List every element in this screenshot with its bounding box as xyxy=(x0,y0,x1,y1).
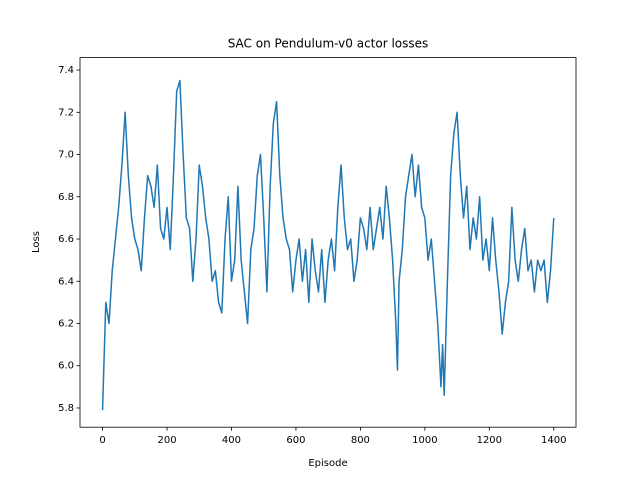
data-line xyxy=(101,79,555,411)
x-tick-label: 1400 xyxy=(541,435,566,446)
axes-frame xyxy=(79,57,577,428)
y-tick-label: 6.8 xyxy=(58,192,74,203)
y-tick-label: 6.2 xyxy=(58,319,74,330)
y-tick-label: 6.6 xyxy=(58,234,74,245)
x-tick-label: 1000 xyxy=(412,435,437,446)
y-tick-label: 7.4 xyxy=(58,65,74,76)
y-tick-label: 6.0 xyxy=(58,361,74,372)
x-tick-label: 0 xyxy=(99,435,105,446)
y-tick-label: 7.2 xyxy=(58,107,74,118)
y-tick-label: 5.8 xyxy=(58,403,74,414)
y-axis-label: Loss xyxy=(31,231,42,253)
chart-title: SAC on Pendulum-v0 actor losses xyxy=(228,37,429,51)
x-tick-label: 400 xyxy=(222,435,241,446)
x-tick-label: 1200 xyxy=(477,435,502,446)
x-tick-label: 200 xyxy=(157,435,176,446)
x-axis-label: Episode xyxy=(308,458,347,469)
y-tick-label: 7.0 xyxy=(58,150,74,161)
x-tick-label: 800 xyxy=(351,435,370,446)
x-tick-label: 600 xyxy=(286,435,305,446)
y-tick-label: 6.4 xyxy=(58,276,74,287)
